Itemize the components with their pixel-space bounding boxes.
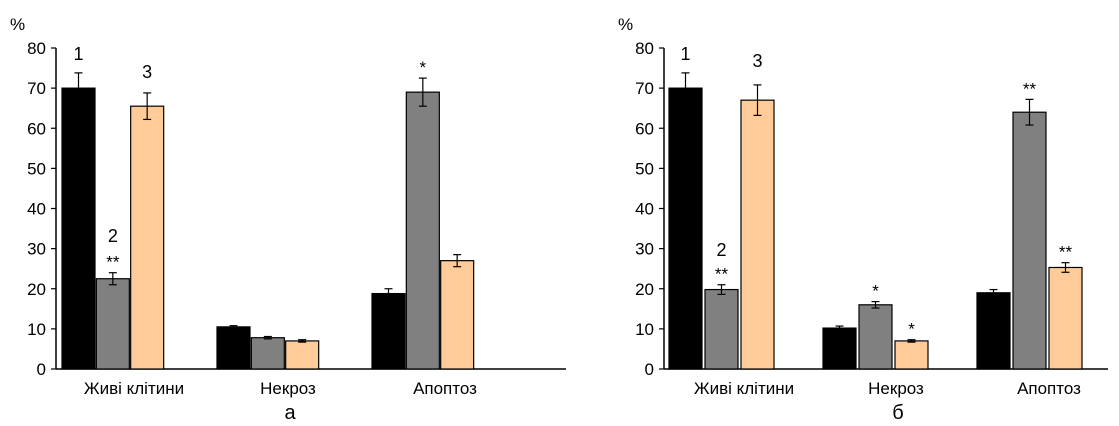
bar bbox=[1048, 266, 1083, 370]
y-tick-label: 70 bbox=[635, 79, 654, 98]
bar-number-label: 3 bbox=[752, 51, 762, 71]
bar bbox=[405, 91, 440, 370]
bar-number-label: 2 bbox=[716, 240, 726, 260]
y-tick-label: 10 bbox=[27, 320, 46, 339]
significance-mark: ** bbox=[1059, 243, 1073, 262]
significance-mark: ** bbox=[715, 265, 729, 284]
bar bbox=[371, 292, 406, 370]
y-tick-label: 20 bbox=[635, 280, 654, 299]
significance-mark: * bbox=[872, 282, 879, 301]
significance-mark: ** bbox=[106, 253, 120, 272]
y-tick-label: 60 bbox=[635, 119, 654, 138]
bar bbox=[1012, 111, 1047, 370]
y-tick-label: 30 bbox=[635, 240, 654, 259]
x-category-label: Апоптоз bbox=[1017, 379, 1081, 398]
bar bbox=[668, 87, 703, 370]
bar-number-label: 1 bbox=[73, 44, 83, 64]
bar-number-label: 1 bbox=[680, 44, 690, 64]
panel-label: б bbox=[892, 402, 903, 424]
y-unit-label: % bbox=[618, 15, 633, 34]
panel-label: а bbox=[284, 402, 296, 424]
bar bbox=[130, 105, 165, 370]
x-category-label: Живі клітини bbox=[694, 379, 794, 398]
significance-mark: * bbox=[420, 58, 427, 77]
bar bbox=[740, 99, 775, 370]
bar bbox=[250, 337, 285, 370]
significance-mark: ** bbox=[1023, 79, 1037, 98]
x-category-label: Некроз bbox=[260, 379, 316, 398]
bar bbox=[216, 326, 251, 370]
chart-panel-1: % 0 10 20 30 40 50 60 70 80 1 ** 2 3 Живі клітини Некро… bbox=[10, 15, 566, 424]
y-tick-label: 20 bbox=[27, 280, 46, 299]
y-tick-label: 50 bbox=[27, 159, 46, 178]
bar bbox=[440, 260, 475, 370]
y-tick-label: 70 bbox=[27, 79, 46, 98]
y-tick-label: 80 bbox=[27, 39, 46, 58]
y-tick-label: 0 bbox=[645, 360, 654, 379]
bar bbox=[285, 340, 320, 370]
y-tick-label: 10 bbox=[635, 320, 654, 339]
y-tick-label: 80 bbox=[635, 39, 654, 58]
y-tick-label: 30 bbox=[27, 240, 46, 259]
y-tick-label: 40 bbox=[27, 200, 46, 219]
x-category-label: Некроз bbox=[868, 379, 924, 398]
x-category-label: Живі клітини bbox=[84, 379, 184, 398]
bar-number-label: 3 bbox=[142, 62, 152, 82]
bar bbox=[894, 340, 929, 370]
y-tick-label: 0 bbox=[37, 360, 46, 379]
x-category-label: Апоптоз bbox=[413, 379, 477, 398]
significance-mark: * bbox=[908, 320, 915, 339]
bar bbox=[95, 278, 130, 370]
bar bbox=[704, 288, 739, 370]
bar bbox=[858, 304, 893, 370]
bar-number-label: 2 bbox=[108, 226, 118, 246]
bar bbox=[61, 87, 96, 370]
y-unit-label: % bbox=[10, 15, 25, 34]
y-tick-label: 40 bbox=[635, 200, 654, 219]
y-tick-label: 60 bbox=[27, 119, 46, 138]
bar bbox=[976, 292, 1011, 370]
y-tick-label: 50 bbox=[635, 159, 654, 178]
bar bbox=[822, 327, 857, 370]
